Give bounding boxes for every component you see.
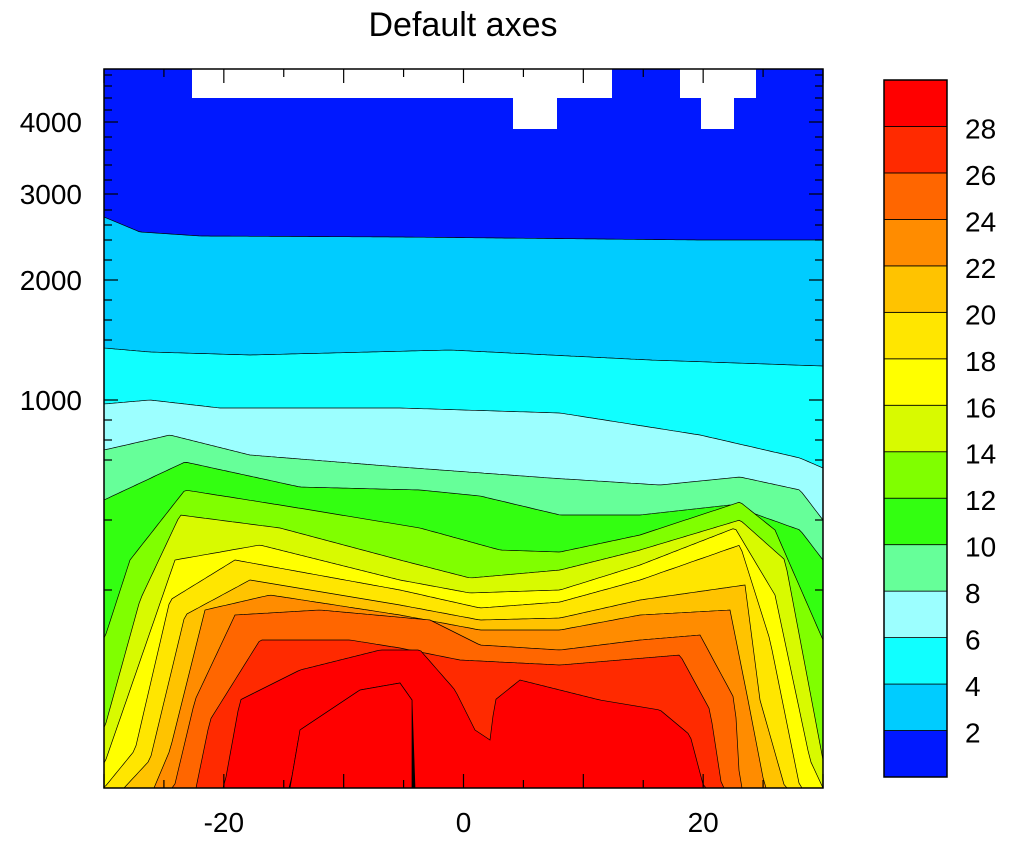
colorbar-swatch (883, 172, 948, 220)
colorbar-label: 6 (965, 625, 981, 656)
colorbar-label: 16 (965, 392, 996, 423)
colorbar-label: 10 (965, 532, 996, 563)
colorbar-swatch (883, 265, 948, 313)
colorbar-swatch (883, 79, 948, 127)
colorbar-label: 18 (965, 346, 996, 377)
x-axis: -20 0 20 (103, 69, 824, 838)
colorbar-swatch (883, 683, 948, 731)
missing-data-region (701, 69, 734, 129)
colorbar-swatch (883, 358, 948, 406)
colorbar-label: 22 (965, 253, 996, 284)
contour-band-max (289, 682, 413, 788)
colorbar-label: 4 (965, 671, 981, 702)
x-tick-label: 20 (688, 807, 719, 838)
y-tick-label: 3000 (20, 179, 82, 210)
x-tick-label: 0 (456, 807, 472, 838)
colorbar-swatch (883, 404, 948, 453)
x-tick-label: -20 (204, 807, 244, 838)
missing-data-region (513, 69, 557, 129)
colorbar-label: 2 (965, 718, 981, 749)
colorbar-label: 8 (965, 578, 981, 609)
colorbar-label: 24 (965, 206, 996, 237)
colorbar-swatch (883, 311, 948, 360)
colorbar-label: 14 (965, 439, 996, 470)
colorbar-label: 12 (965, 485, 996, 516)
colorbar-swatch (883, 218, 948, 267)
colorbar-swatch (883, 497, 948, 546)
colorbar-label: 28 (965, 113, 996, 144)
colorbar-swatch (883, 730, 948, 778)
chart-title: Default axes (369, 6, 558, 44)
colorbar-swatch (883, 590, 948, 639)
y-tick-label: 4000 (20, 107, 82, 138)
colorbar-frame (883, 79, 948, 778)
colorbar-swatch (883, 126, 948, 174)
colorbar-swatch (883, 451, 948, 499)
y-tick-label: 1000 (20, 385, 82, 416)
colorbar-swatch (883, 544, 948, 592)
y-tick-label: 2000 (20, 265, 82, 296)
colorbar-label: 26 (965, 160, 996, 191)
colorbar-label: 20 (965, 299, 996, 330)
contour-band-28 (104, 649, 823, 788)
y-axis: 1000 2000 3000 4000 (20, 74, 823, 591)
plot-area (104, 69, 823, 788)
colorbar-swatch (883, 637, 948, 685)
